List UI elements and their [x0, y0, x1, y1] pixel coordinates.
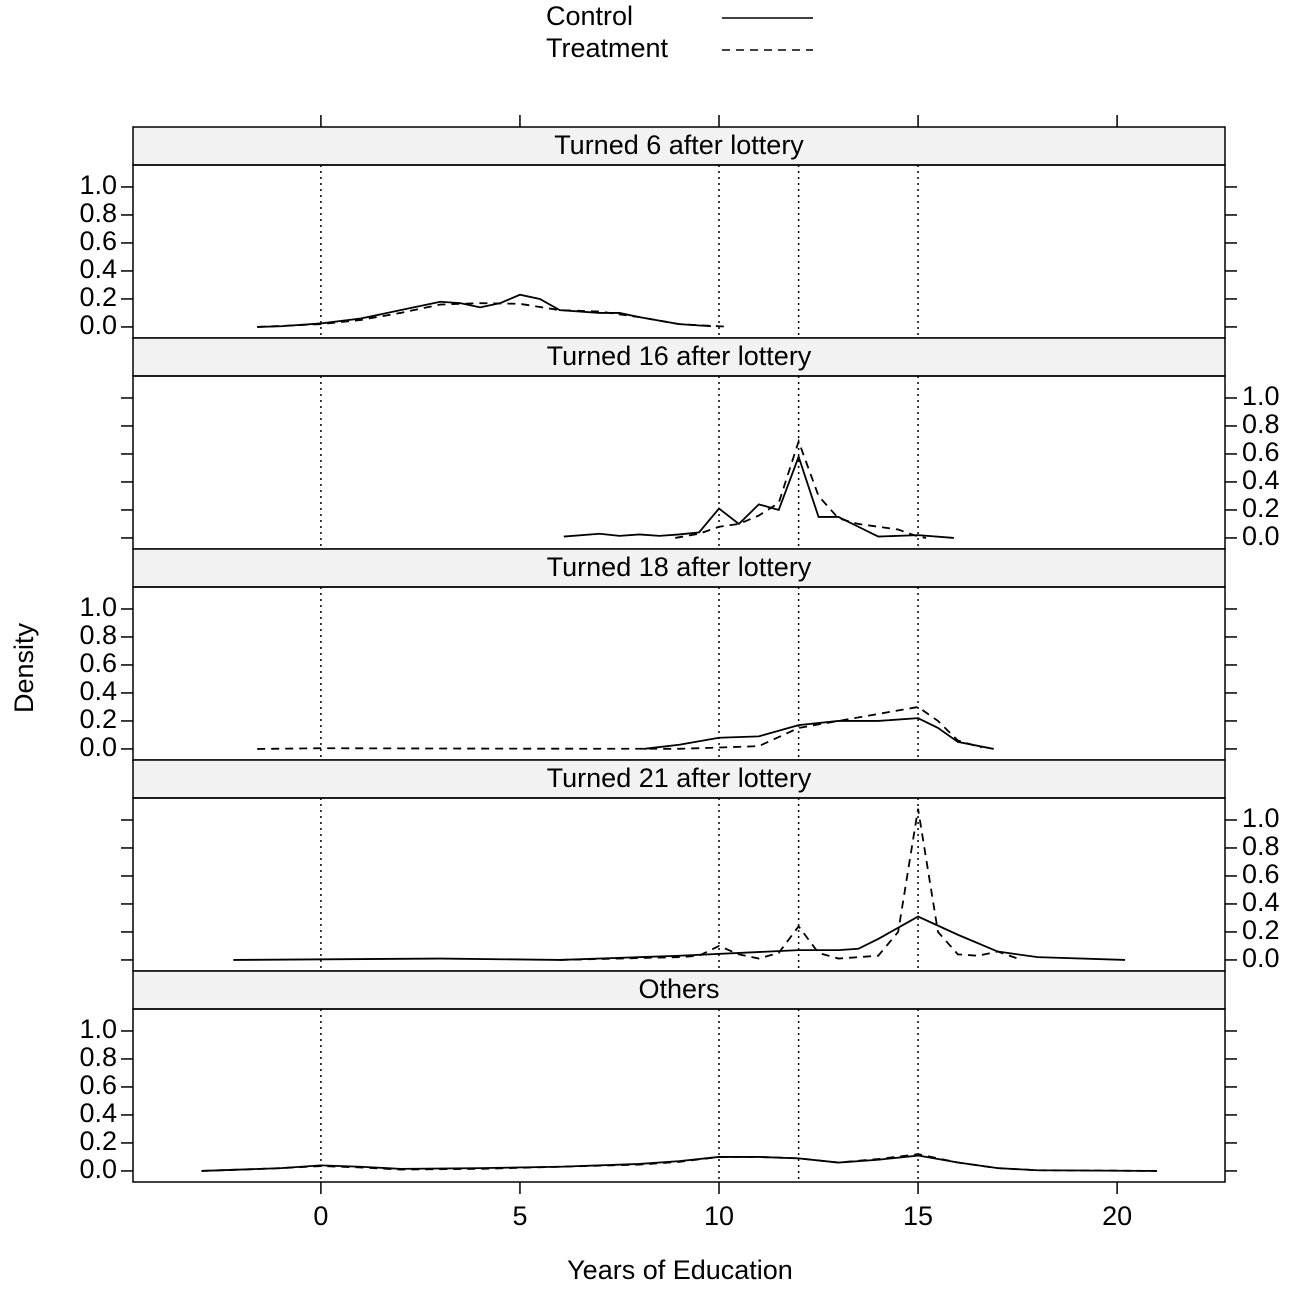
- strip: [132, 759, 1226, 799]
- legend-label: Control: [546, 1, 633, 31]
- panel-frame: [132, 586, 1226, 761]
- y-tick-label: 0.8: [79, 1042, 117, 1072]
- y-tick-label: 0.6: [79, 226, 117, 256]
- y-tick-label: 0.6: [1242, 437, 1280, 467]
- x-tick-label: 0: [313, 1201, 328, 1231]
- strip: [132, 126, 1226, 166]
- y-tick-label: 0.4: [1242, 887, 1280, 917]
- y-axis-label: Density: [9, 622, 39, 713]
- y-tick-label: 1.0: [1242, 803, 1280, 833]
- y-tick-label: 0.2: [79, 704, 117, 734]
- x-tick-label: 5: [512, 1201, 527, 1231]
- y-tick-label: 0.2: [79, 1126, 117, 1156]
- density-line: [257, 706, 983, 750]
- strip: [132, 337, 1226, 377]
- panel-frame: [132, 1008, 1226, 1183]
- y-tick-label: 0.8: [79, 198, 117, 228]
- panel-frame: [132, 164, 1226, 339]
- density-line: [257, 302, 728, 328]
- y-tick-label: 0.8: [1242, 831, 1280, 861]
- strip: [132, 970, 1226, 1010]
- y-tick-label: 1.0: [79, 170, 117, 200]
- panel-title: Others: [638, 974, 719, 1004]
- y-tick-label: 0.6: [79, 1070, 117, 1100]
- density-line: [201, 1153, 1157, 1172]
- x-axis-label: Years of Education: [567, 1255, 793, 1285]
- y-tick-label: 0.0: [1242, 521, 1280, 551]
- panel-frame: [132, 375, 1226, 550]
- y-tick-label: 0.2: [79, 282, 117, 312]
- y-tick-label: 0.2: [1242, 915, 1280, 945]
- y-tick-label: 0.4: [79, 1098, 117, 1128]
- panel-title: Turned 16 after lottery: [547, 341, 812, 371]
- panel-title: Turned 18 after lottery: [547, 552, 812, 582]
- density-line: [563, 454, 954, 539]
- x-tick-label: 15: [903, 1201, 933, 1231]
- y-tick-label: 0.2: [1242, 493, 1280, 523]
- y-tick-label: 0.6: [79, 648, 117, 678]
- y-tick-label: 0.0: [1242, 943, 1280, 973]
- y-tick-label: 0.8: [1242, 409, 1280, 439]
- y-tick-label: 0.4: [1242, 465, 1280, 495]
- y-tick-label: 0.0: [79, 310, 117, 340]
- density-line: [643, 717, 994, 750]
- y-tick-label: 0.0: [79, 1154, 117, 1184]
- panel-frame: [132, 797, 1226, 972]
- density-line: [233, 915, 1126, 961]
- y-tick-label: 0.0: [79, 732, 117, 762]
- y-tick-label: 1.0: [79, 592, 117, 622]
- panel-title: Turned 21 after lottery: [547, 763, 812, 793]
- y-tick-label: 0.6: [1242, 859, 1280, 889]
- density-line: [675, 438, 927, 539]
- x-tick-label: 10: [704, 1201, 734, 1231]
- y-tick-label: 1.0: [1242, 381, 1280, 411]
- panel-title: Turned 6 after lottery: [554, 130, 804, 160]
- density-line: [257, 293, 712, 328]
- y-tick-label: 1.0: [79, 1014, 117, 1044]
- y-tick-label: 0.4: [79, 676, 117, 706]
- x-tick-label: 20: [1102, 1201, 1132, 1231]
- density-line: [559, 808, 1018, 961]
- strip: [132, 548, 1226, 588]
- legend-label: Treatment: [546, 33, 669, 63]
- y-tick-label: 0.4: [79, 254, 117, 284]
- y-tick-label: 0.8: [79, 620, 117, 650]
